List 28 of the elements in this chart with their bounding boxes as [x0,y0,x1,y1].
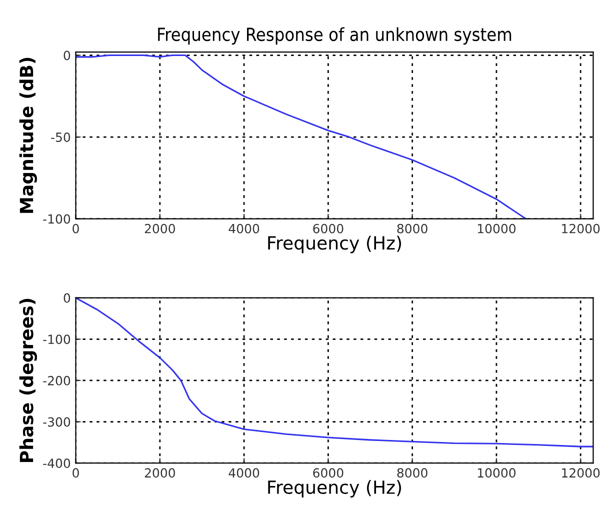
x-tick-label: 4000 [228,468,260,478]
x-tick-label: 6000 [313,468,344,478]
x-tick-label: 2000 [144,224,175,234]
y-tick-label: 0 [64,50,70,60]
x-tick-label: 8000 [397,468,428,478]
line-series [76,54,527,219]
x-tick-label: 8000 [397,224,428,234]
x-tick-label: 10000 [478,224,516,234]
y-tick-label: -100 [43,214,70,224]
y-tick-label: -400 [43,458,70,468]
x-axis-title: Frequency (Hz) [268,480,402,498]
x-tick-label: 10000 [478,468,516,478]
y-tick-label: 0 [64,293,70,303]
x-tick-label: 4000 [228,224,260,234]
y-tick-label: -100 [43,334,70,344]
y-axis-title: Phase (degrees) [19,298,37,462]
x-tick-label: 0 [72,468,79,478]
chart-title: Frequency Response of an unknown system [158,27,512,45]
x-axis-title: Frequency (Hz) [268,236,402,254]
x-tick-label: 2000 [144,468,175,478]
x-tick-label: 12000 [562,224,600,234]
x-tick-label: 6000 [313,224,344,234]
y-tick-label: -50 [51,132,70,142]
y-tick-label: -300 [43,417,70,427]
x-tick-label: 0 [72,224,79,234]
y-axis-title: Magnitude (dB) [19,58,37,213]
y-tick-label: -200 [43,376,70,386]
x-tick-label: 12000 [562,468,600,478]
